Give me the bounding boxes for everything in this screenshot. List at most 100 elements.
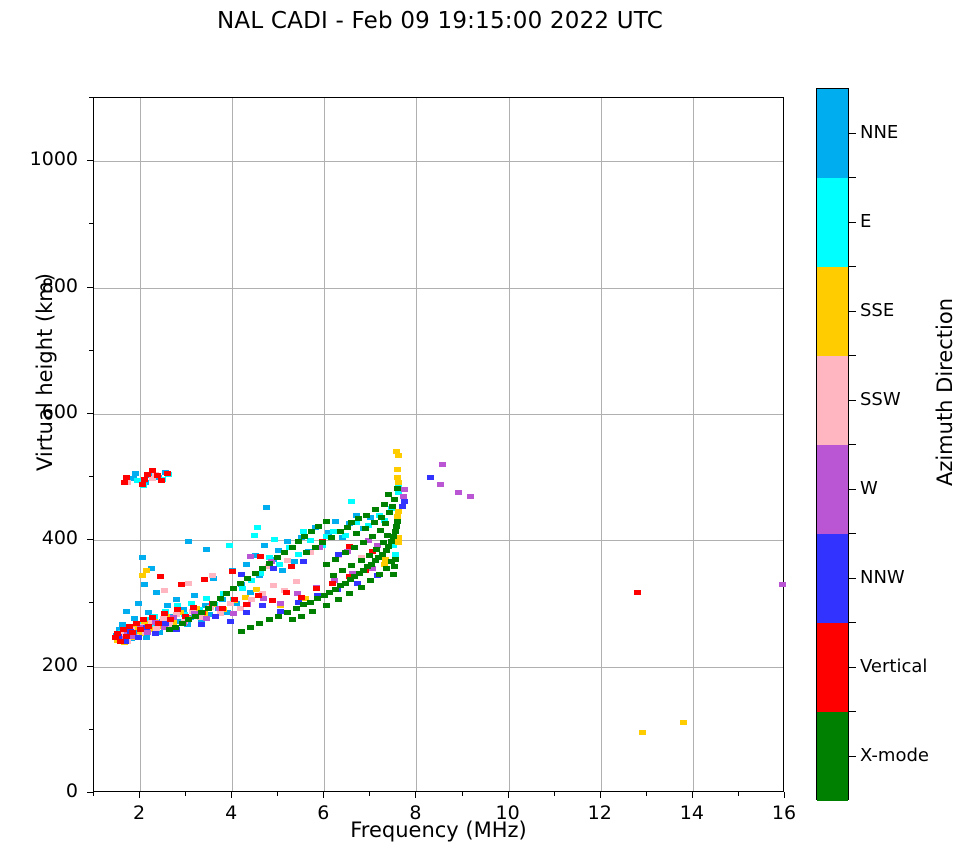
data-point [334,551,342,557]
data-point [315,523,323,529]
data-point [346,590,354,596]
x-axis-minor-tick [93,792,94,796]
data-point [183,622,191,628]
data-point [197,614,205,620]
data-point [263,504,271,510]
data-point [139,573,147,579]
data-point [229,585,237,591]
data-point [393,518,401,524]
data-point [247,554,255,560]
y-axis-tick [87,412,93,414]
data-point [400,498,408,504]
data-point [353,512,361,518]
data-point [377,527,385,533]
data-point [149,475,157,481]
data-point [160,624,168,630]
colorbar-segment-nne [817,89,848,178]
data-point [385,492,393,498]
data-point [393,474,401,480]
data-point [111,635,119,641]
data-point [242,602,250,608]
data-point [332,518,340,524]
data-point [364,537,372,543]
data-point [269,598,277,604]
data-point [247,624,255,630]
data-point [250,532,258,538]
data-point [180,607,188,613]
colorbar-boundary-tick [849,355,856,356]
y-axis-tick-label: 800 [41,274,78,297]
data-point [300,559,308,565]
data-point [369,533,377,539]
data-point [131,616,139,622]
colorbar-boundary-tick [849,177,856,178]
data-point [190,604,197,610]
data-point [274,613,282,619]
data-point [400,487,408,493]
data-point [346,544,354,550]
x-axis-title: Frequency (MHz) [350,818,527,842]
data-point [123,628,131,634]
data-point [394,508,402,514]
data-point [346,576,354,582]
data-point [301,533,309,539]
data-point [132,624,140,630]
data-point [226,542,234,548]
data-point [191,613,199,619]
y-axis-tick-label: 600 [41,400,78,423]
data-point [122,608,130,614]
data-point [132,628,140,634]
data-point [251,570,259,576]
y-axis-tick-label: 400 [41,527,78,550]
data-point [216,611,224,617]
x-axis-tick-label: 14 [679,802,704,824]
gridline-vertical [140,98,142,791]
data-point [373,542,381,548]
data-point [375,555,383,561]
data-point [334,597,342,603]
data-point [297,613,305,619]
data-point [181,613,189,619]
data-point [118,636,126,642]
data-point [154,621,162,627]
x-axis-minor-tick [737,792,739,796]
data-point [389,503,396,509]
x-axis-tick [691,792,693,798]
data-point [313,585,321,591]
data-point [302,595,310,601]
data-point [178,621,186,627]
data-point [194,611,202,617]
data-point [274,547,282,553]
data-point [216,595,224,601]
data-point [145,627,153,633]
colorbar-segment-x-mode [817,712,848,801]
data-point [341,550,349,556]
data-point [202,595,210,601]
data-point [394,479,402,485]
x-axis-tick [323,792,325,798]
x-axis-tick-label: 8 [409,802,422,824]
colorbar-segment-sse [817,267,848,356]
data-point [377,515,385,521]
data-canvas [94,98,787,791]
x-axis-minor-tick [645,792,647,796]
data-point [260,595,268,601]
data-point [392,551,400,557]
data-point [283,589,291,595]
data-point [300,602,308,608]
x-axis-tick-label: 4 [225,802,238,824]
gridline-horizontal [94,540,783,542]
data-point [132,621,140,627]
data-point [115,627,123,633]
data-point [163,613,171,619]
data-point [330,528,338,534]
colorbar-segment-ssw [817,356,848,445]
data-point [395,535,403,541]
data-point [357,584,365,590]
data-point [276,608,284,614]
data-point [380,502,388,508]
colorbar-segment-nnw [817,534,848,623]
data-point [283,609,291,615]
data-point [290,559,298,565]
data-point [378,551,386,557]
